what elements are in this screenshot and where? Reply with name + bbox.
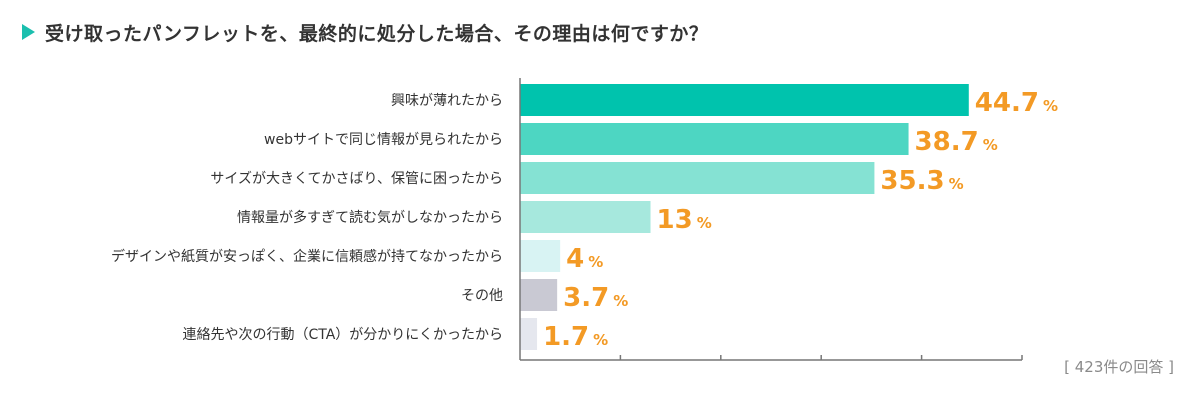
value-percent-sign: % xyxy=(588,253,603,271)
value-number: 3.7 xyxy=(563,283,609,313)
value-label: 3.7% xyxy=(563,283,628,313)
category-label: その他 xyxy=(461,288,503,304)
bar xyxy=(520,318,538,350)
chart-title-row: 受け取ったパンフレットを、最終的に処分した場合、その理由は何ですか？ xyxy=(22,20,709,45)
bar xyxy=(520,240,561,272)
value-percent-sign: % xyxy=(949,175,964,193)
bar xyxy=(520,201,651,233)
value-percent-sign: % xyxy=(983,136,998,154)
category-label: サイズが大きくてかさばり、保管に困ったから xyxy=(210,171,503,187)
chart-title: 受け取ったパンフレットを、最終的に処分した場合、その理由は何ですか？ xyxy=(45,22,709,45)
value-percent-sign: % xyxy=(613,292,628,310)
triangle-marker-icon xyxy=(22,24,35,40)
value-label: 38.7% xyxy=(915,127,998,157)
value-label: 4% xyxy=(566,244,603,274)
value-label: 1.7% xyxy=(543,322,608,352)
value-label: 35.3% xyxy=(880,166,963,196)
category-label: デザインや紙質が安っぽく、企業に信頼感が持てなかったから xyxy=(111,248,503,265)
category-label: webサイトで同じ情報が見られたから xyxy=(264,132,503,148)
value-percent-sign: % xyxy=(593,331,608,349)
value-percent-sign: % xyxy=(1043,97,1058,115)
value-number: 44.7 xyxy=(975,88,1039,118)
value-label: 13% xyxy=(657,205,712,235)
bar xyxy=(520,279,558,311)
bar xyxy=(520,123,909,155)
value-number: 13 xyxy=(657,205,693,235)
value-percent-sign: % xyxy=(697,214,712,232)
category-label: 興味が薄れたから xyxy=(391,93,503,109)
value-number: 4 xyxy=(566,244,584,274)
category-label: 情報量が多すぎて読む気がしなかったから xyxy=(237,209,503,226)
bar xyxy=(520,84,969,116)
value-number: 35.3 xyxy=(880,166,944,196)
category-label: 連絡先や次の行動（CTA）が分かりにくかったから xyxy=(182,327,503,343)
response-count-note: [ 423件の回答 ] xyxy=(1064,358,1174,376)
value-number: 38.7 xyxy=(915,127,979,157)
value-number: 1.7 xyxy=(543,322,589,352)
bar xyxy=(520,162,875,194)
value-label: 44.7% xyxy=(975,88,1058,118)
